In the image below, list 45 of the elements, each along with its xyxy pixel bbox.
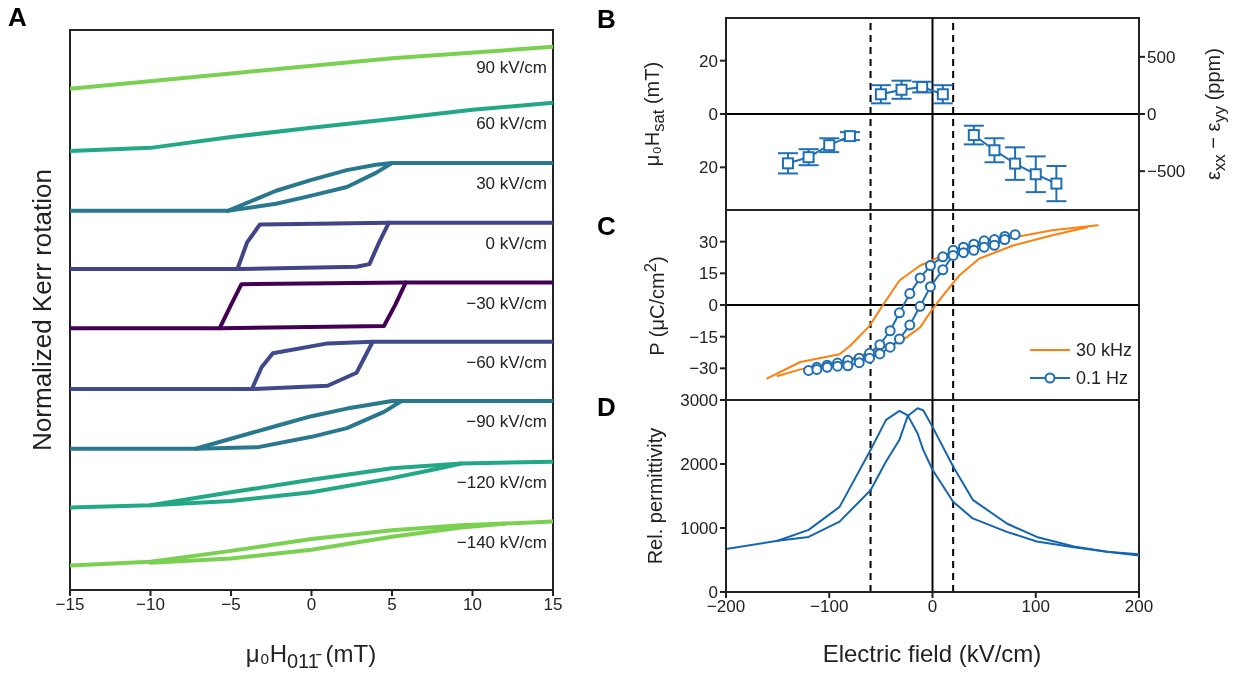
y-axis-title: Rel. permittivity <box>643 427 667 565</box>
x-tick-label: 0 <box>927 597 938 617</box>
x-tick-label: 5 <box>387 595 397 615</box>
y2-tick-label: 500 <box>1147 47 1176 67</box>
x-axis-title: Electric field (kV/cm) <box>822 640 1042 668</box>
series-label: −30 kV/cm <box>466 293 547 313</box>
x-tick-label: −15 <box>55 595 85 615</box>
series-label: −140 kV/cm <box>456 532 547 552</box>
series-label: −120 kV/cm <box>456 472 547 492</box>
chart-title: C <box>597 211 616 242</box>
x-tick-label: −10 <box>136 595 165 615</box>
y-tick-label: 3000 <box>680 391 718 411</box>
series-label: 90 kV/cm <box>476 57 547 77</box>
x-tick-label: −5 <box>221 595 241 615</box>
y-tick-label: 20 <box>699 51 718 71</box>
y-tick-label: 20 <box>699 158 718 178</box>
series-label: 30 kV/cm <box>476 174 547 194</box>
series-label: 0 kV/cm <box>485 233 547 253</box>
series-label: −90 kV/cm <box>466 411 547 431</box>
chart-title: B <box>597 4 616 35</box>
y-tick-label: 0 <box>708 296 718 316</box>
legend-label: 0.1 Hz <box>1075 367 1128 389</box>
x-tick-label: 0 <box>306 595 317 615</box>
x-tick-label: 10 <box>463 595 482 615</box>
chart-title: D <box>597 392 616 423</box>
series-label: 60 kV/cm <box>476 113 547 133</box>
chart-title: A <box>8 2 27 33</box>
y2-tick-label: 0 <box>1147 105 1157 125</box>
x-tick-label: 15 <box>543 595 563 615</box>
y-tick-label: 1000 <box>680 519 718 539</box>
x-axis-title: μ₀H$_{011̄}$ (mT) <box>245 640 377 673</box>
x-tick-label: −100 <box>810 597 849 617</box>
y-tick-label: −15 <box>689 327 718 347</box>
legend-label: 30 kHz <box>1075 339 1132 361</box>
y-tick-label: 30 <box>699 232 718 252</box>
y-tick-label: 2000 <box>680 455 718 475</box>
y-axis-title: Normalized Kerr rotation <box>26 169 58 451</box>
y-tick-label: 0 <box>708 105 718 125</box>
y-tick-label: −30 <box>689 359 718 379</box>
x-tick-label: −200 <box>706 597 746 617</box>
x-tick-label: 100 <box>1021 597 1050 617</box>
y-tick-label: 15 <box>699 264 718 284</box>
y2-tick-label: −500 <box>1147 162 1186 182</box>
x-tick-label: 200 <box>1124 597 1154 617</box>
series-label: −60 kV/cm <box>466 352 547 372</box>
